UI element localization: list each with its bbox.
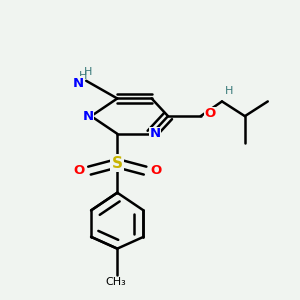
Text: H: H: [225, 86, 234, 96]
Text: O: O: [150, 164, 161, 177]
Text: O: O: [205, 107, 216, 120]
Text: H: H: [79, 71, 87, 81]
Text: N: N: [82, 110, 93, 123]
Text: N: N: [149, 127, 161, 140]
Text: S: S: [112, 156, 123, 171]
Text: CH₃: CH₃: [105, 278, 126, 287]
Text: O: O: [73, 164, 85, 177]
Text: N: N: [73, 77, 84, 90]
Text: H: H: [84, 67, 92, 77]
